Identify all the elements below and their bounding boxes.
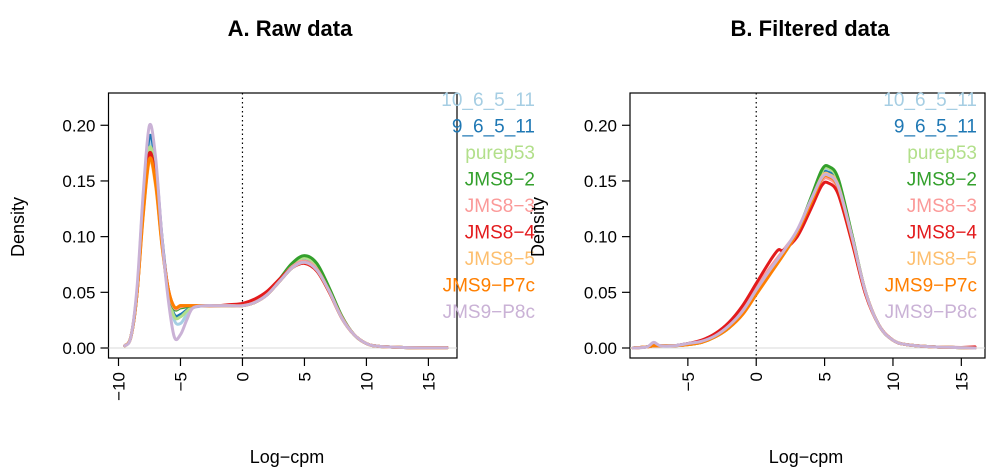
panel-a-series-line-8 bbox=[123, 122, 449, 350]
panel-b-legend-entry-0: 10_6_5_11 bbox=[883, 90, 977, 111]
panel-a-legend-entry-1: 9_6_5_11 bbox=[452, 117, 535, 138]
panel-b-legend-entry-1: 9_6_5_11 bbox=[894, 117, 977, 138]
panel-b-ytick-label-2: 0.10 bbox=[584, 228, 617, 247]
panel-a-xtick-label-2: 0 bbox=[233, 372, 252, 381]
panel-a-ytick-label-2: 0.10 bbox=[62, 228, 95, 247]
panel-a-legend-entry-5: JMS8−4 bbox=[465, 223, 536, 244]
panel-a-series-line-2 bbox=[123, 145, 449, 350]
panel-a-xtick-label-4: 10 bbox=[357, 372, 376, 391]
panel-b-ytick-label-3: 0.15 bbox=[584, 172, 617, 191]
panel-a-legend-entry-2: purep53 bbox=[465, 143, 535, 164]
panel-b-title: B. Filtered data bbox=[731, 16, 891, 41]
panel-b-series-line-8 bbox=[631, 172, 977, 350]
panel-b-xlabel: Log−cpm bbox=[769, 447, 844, 467]
panel-a-legend-entry-4: JMS8−3 bbox=[465, 196, 535, 217]
panel-b-legend-entry-6: JMS8−5 bbox=[907, 249, 977, 270]
panel-b-xtick-label-1: 0 bbox=[747, 372, 766, 381]
panel-a-ytick-label-3: 0.15 bbox=[62, 172, 95, 191]
panel-b-legend-entry-8: JMS9−P8c bbox=[885, 302, 977, 323]
panel-a-xtick-label-5: 15 bbox=[419, 372, 438, 391]
panel-b-ytick-label-1: 0.05 bbox=[584, 283, 617, 302]
panel-a-ytick-label-0: 0.00 bbox=[62, 339, 95, 358]
panel-b-xtick-label-2: 5 bbox=[816, 372, 835, 381]
panel-a-ytick-label-4: 0.20 bbox=[62, 116, 95, 135]
panel-b-legend-entry-2: purep53 bbox=[907, 143, 977, 164]
panel-b-xtick-label-0: −5 bbox=[679, 372, 698, 391]
panel-a-xtick-label-3: 5 bbox=[295, 372, 314, 381]
panel-b-ytick-label-0: 0.00 bbox=[584, 339, 617, 358]
panel-a-ylabel: Density bbox=[8, 197, 28, 257]
panel-b-legend-entry-7: JMS9−P7c bbox=[885, 276, 977, 297]
panel-a-title: A. Raw data bbox=[228, 16, 353, 41]
panel-b-xtick-label-3: 10 bbox=[884, 372, 903, 391]
panel-a-xtick-label-1: −5 bbox=[171, 372, 190, 391]
panel-a-legend-entry-7: JMS9−P7c bbox=[443, 276, 535, 297]
panel-a-xtick-label-0: −10 bbox=[110, 372, 129, 401]
panel-b: B. Filtered data Density Log−cpm 0.00 0.0… bbox=[528, 16, 986, 467]
panel-b-legend-entry-5: JMS8−4 bbox=[907, 223, 978, 244]
panel-b-legend-entry-4: JMS8−3 bbox=[907, 196, 977, 217]
panel-a-curves bbox=[123, 122, 449, 350]
panel-a-xlabel: Log−cpm bbox=[250, 447, 325, 467]
panel-b-xtick-label-4: 15 bbox=[952, 372, 971, 391]
panel-a: A. Raw data Density Log−cpm 0.00 0.05 0.10… bbox=[8, 16, 535, 467]
panel-a-ytick-label-1: 0.05 bbox=[62, 283, 95, 302]
panel-a-legend-entry-8: JMS9−P8c bbox=[443, 302, 535, 323]
panel-b-legend-entry-3: JMS8−2 bbox=[907, 170, 977, 191]
panel-a-frame bbox=[107, 92, 458, 359]
panel-b-ytick-label-4: 0.20 bbox=[584, 116, 617, 135]
panel-a-legend-entry-3: JMS8−2 bbox=[465, 170, 535, 191]
panel-a-legend-entry-0: 10_6_5_11 bbox=[441, 90, 535, 111]
panel-b-frame bbox=[629, 92, 986, 359]
panel-b-ylabel: Density bbox=[528, 197, 548, 257]
panel-b-curves bbox=[631, 164, 977, 350]
panel-a-legend-entry-6: JMS8−5 bbox=[465, 249, 535, 270]
